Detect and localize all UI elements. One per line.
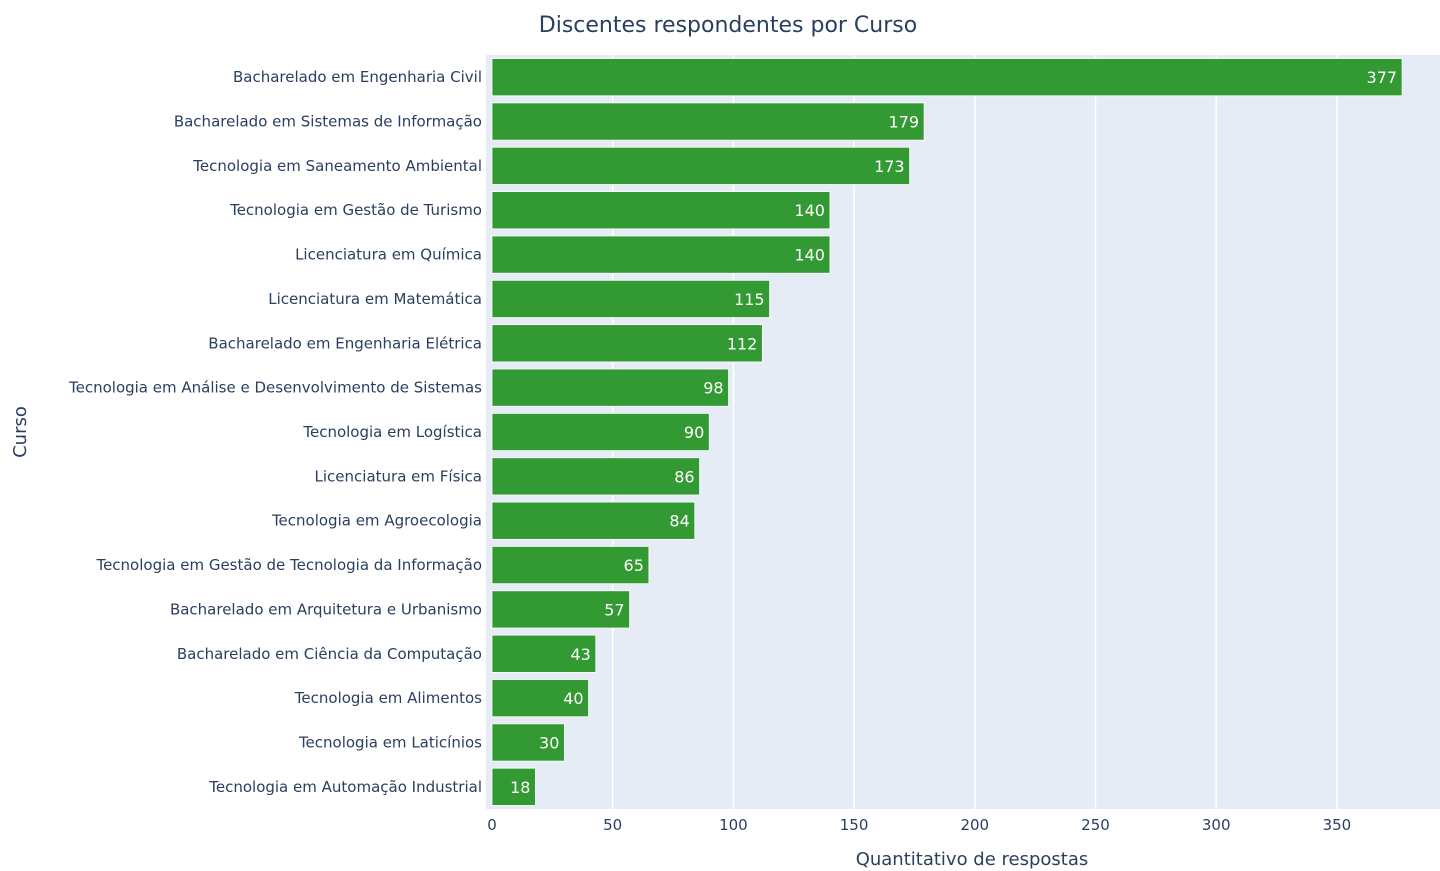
bar-value-label: 86 [674,467,694,486]
bar [491,146,911,185]
bar [491,457,701,496]
bar-value-label: 57 [604,600,624,619]
bar-value-label: 140 [794,246,825,265]
x-tick-label: 200 [960,816,989,834]
bar [491,546,650,585]
x-tick-label: 150 [840,816,869,834]
bar [491,723,565,762]
x-axis-title: Quantitativo de respostas [856,849,1089,870]
bar [491,235,831,274]
chart-title: Discentes respondentes por Curso [539,13,917,38]
bar [491,634,597,673]
x-tick-label: 100 [719,816,748,834]
category-label: Bacharelado em Arquitetura e Urbanismo [170,600,482,618]
category-label: Tecnologia em Saneamento Ambiental [192,157,482,175]
bar [491,412,710,452]
bar [491,191,831,230]
bar [491,590,630,629]
bar-value-label: 84 [669,512,689,531]
category-label: Licenciatura em Química [295,246,482,264]
x-tick-labels: 0 50 100 150 200 250 300 350 [487,816,1351,834]
category-label: Bacharelado em Engenharia Civil [233,68,482,86]
category-label: Tecnologia em Logística [302,423,482,441]
category-label: Tecnologia em Análise e Desenvolvimento … [68,379,482,397]
category-label: Bacharelado em Sistemas de Informação [174,113,482,131]
category-label: Tecnologia em Gestão de Tecnologia da In… [95,556,482,574]
bar-value-label: 140 [794,201,825,220]
category-label: Tecnologia em Gestão de Turismo [229,201,482,219]
x-tick-label: 300 [1202,816,1231,834]
bar [491,767,536,806]
x-tick-label: 0 [487,816,497,834]
bar-value-label: 18 [510,778,530,797]
category-labels: Bacharelado em Engenharia Civil Bacharela… [68,68,482,796]
bar-value-label: 40 [563,689,583,708]
bar [491,102,925,141]
bar-value-label: 98 [703,379,723,398]
bar [491,279,771,318]
bar-value-label: 90 [684,423,704,442]
bar-value-label: 173 [874,157,905,176]
bar-value-label: 377 [1367,68,1398,87]
category-label: Tecnologia em Alimentos [294,689,482,707]
x-tick-label: 50 [603,816,622,834]
category-label: Licenciatura em Física [315,467,482,485]
bar [491,324,763,363]
bar-value-label: 65 [624,556,644,575]
bars-group: 377 179 173 140 140 115 112 98 90 86 84 65 57 43 40 30 1… [491,58,1403,806]
y-axis-title: Curso [10,406,31,458]
bar-value-label: 179 [889,113,920,132]
category-label: Tecnologia em Automação Industrial [208,778,482,796]
bar-value-label: 30 [539,733,559,752]
bar-value-label: 115 [734,290,765,309]
bar [491,501,696,540]
bar [491,368,729,407]
bar-value-label: 43 [570,645,590,664]
category-label: Bacharelado em Engenharia Elétrica [208,334,482,352]
x-tick-label: 250 [1081,816,1110,834]
category-label: Tecnologia em Agroecologia [271,512,482,530]
bar [491,58,1403,97]
category-label: Licenciatura em Matemática [268,290,482,308]
bar [491,679,589,718]
category-label: Bacharelado em Ciência da Computação [177,645,482,663]
x-tick-label: 350 [1323,816,1352,834]
category-label: Tecnologia em Laticínios [298,733,482,751]
bar-value-label: 112 [727,334,758,353]
